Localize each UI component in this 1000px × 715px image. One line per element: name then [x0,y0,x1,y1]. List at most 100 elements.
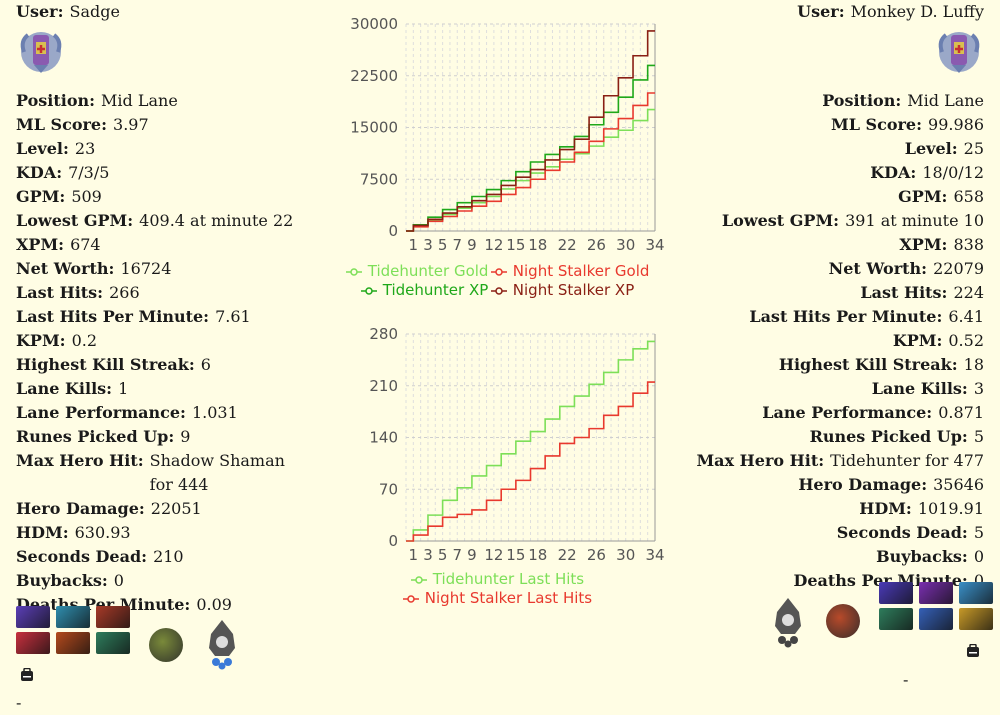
stat-label: XPM: [16,235,65,254]
stat-value: Tidehunter for 477 [830,451,984,470]
stat-row: Position: Mid Lane [16,89,306,113]
legend-item[interactable]: Night Stalker XP [490,281,634,299]
legend-label: Night Stalker Last Hits [424,589,593,607]
stat-label: Lane Performance: [762,403,933,422]
stat-row: GPM: 658 [694,185,984,209]
stat-value: 6.41 [948,307,984,326]
user-label: User: [16,2,64,21]
item-slot-icon[interactable] [919,608,953,630]
stat-row: Buybacks: 0 [16,569,306,593]
stat-row: Seconds Dead: 210 [16,545,306,569]
stat-row: Lane Kills: 1 [16,377,306,401]
stat-label: GPM: [16,187,66,206]
stat-label: HDM: [859,499,912,518]
stat-value: 25 [963,139,984,158]
stat-value: 224 [953,283,984,302]
stat-value: Mid Lane [101,91,178,110]
stat-value: 0.09 [196,595,232,614]
stat-row: Buybacks: 0 [694,545,984,569]
x-tick-label: 22 [558,546,577,564]
x-tick-label: 3 [423,546,433,564]
stat-value: 0 [973,571,984,590]
stat-row: ML Score: 99.986 [694,113,984,137]
stat-value: 18/0/12 [922,163,984,182]
stat-row: Hero Damage: 22051 [16,497,306,521]
right-user-row: User: Monkey D. Luffy [694,0,984,24]
item-slot-icon[interactable] [879,608,913,630]
stat-label: Lane Kills: [871,379,968,398]
x-tick-label: 15 [506,546,525,564]
series-line-tidehunter-xp [406,64,655,232]
stat-row: Runes Picked Up: 9 [16,425,306,449]
stat-row: Seconds Dead: 5 [694,521,984,545]
item-slot-icon[interactable] [959,608,993,630]
stat-label: Hero Damage: [16,499,145,518]
stat-row: KDA: 18/0/12 [694,161,984,185]
stat-label: ML Score: [16,115,108,134]
legend-label: Tidehunter Last Hits [432,570,585,588]
stat-value: 23 [74,139,96,158]
stat-value: 99.986 [928,115,984,134]
series-line-night-stalker-gold [406,92,655,232]
item-slot-icon[interactable] [919,582,953,604]
y-tick-label: 140 [369,429,398,447]
stat-label: Runes Picked Up: [16,427,175,446]
legend-item[interactable]: Tidehunter Last Hits [410,570,584,588]
y-tick-label: 0 [388,532,398,550]
item-slot-icon[interactable] [56,632,90,654]
x-tick-label: 22 [558,236,577,254]
y-tick-label: 70 [379,480,398,498]
y-tick-label: 210 [369,377,398,395]
y-tick-label: 22500 [350,67,398,85]
stat-value: 658 [953,187,984,206]
stat-value: 22051 [150,499,202,518]
stat-value: 1019.91 [917,499,984,518]
stat-label: Seconds Dead: [16,547,148,566]
series-line-night-stalker-xp [406,30,655,232]
x-tick-label: 7 [452,546,462,564]
stat-label: Position: [16,91,96,110]
item-slot-icon[interactable] [96,632,130,654]
stat-row: Max Hero Hit: Shadow Shaman for 444 [16,449,306,497]
item-slot-icon[interactable] [959,582,993,604]
stat-row: GPM: 509 [16,185,306,209]
item-slot-icon[interactable] [96,606,130,628]
stat-row: Net Worth: 16724 [16,257,306,281]
item-slot-icon[interactable] [56,606,90,628]
legend-item[interactable]: Tidehunter Gold [345,262,488,280]
stat-label: Last Hits Per Minute: [16,307,210,326]
stat-value: 509 [71,187,102,206]
x-tick-label: 34 [645,546,664,564]
stat-label: XPM: [899,235,948,254]
stat-value: 3.97 [113,115,149,134]
legend-marker-icon [361,286,377,295]
stat-row: XPM: 838 [694,233,984,257]
left-item-grid [16,606,132,654]
item-slot-icon[interactable] [16,606,50,628]
stat-row: Level: 23 [16,137,306,161]
stat-value: 22079 [933,259,984,278]
left-username: Sadge [69,2,120,21]
legend-item[interactable]: Tidehunter XP [360,281,488,299]
stat-value: 7.61 [215,307,251,326]
stat-label: Lowest GPM: [721,211,840,230]
x-tick-label: 1 [409,236,419,254]
x-tick-label: 26 [587,236,606,254]
stat-value: 391 at minute 10 [845,211,984,230]
legend-item[interactable]: Night Stalker Gold [490,262,649,280]
item-slot-icon[interactable] [16,632,50,654]
user-label: User: [797,2,845,21]
stat-value: 0.871 [938,403,984,422]
stat-label: KPM: [16,331,66,350]
legend-label: Night Stalker XP [512,281,635,299]
stat-label: KDA: [16,163,63,182]
stat-value: 16724 [120,259,172,278]
item-slot-icon[interactable] [879,582,913,604]
stat-value: 674 [70,235,101,254]
x-tick-label: 26 [587,546,606,564]
x-tick-label: 18 [528,236,547,254]
backpack-icon [967,644,979,657]
stat-row: Lane Kills: 3 [694,377,984,401]
legend-item[interactable]: Night Stalker Last Hits [402,589,592,607]
stat-row: Lowest GPM: 409.4 at minute 22 [16,209,306,233]
